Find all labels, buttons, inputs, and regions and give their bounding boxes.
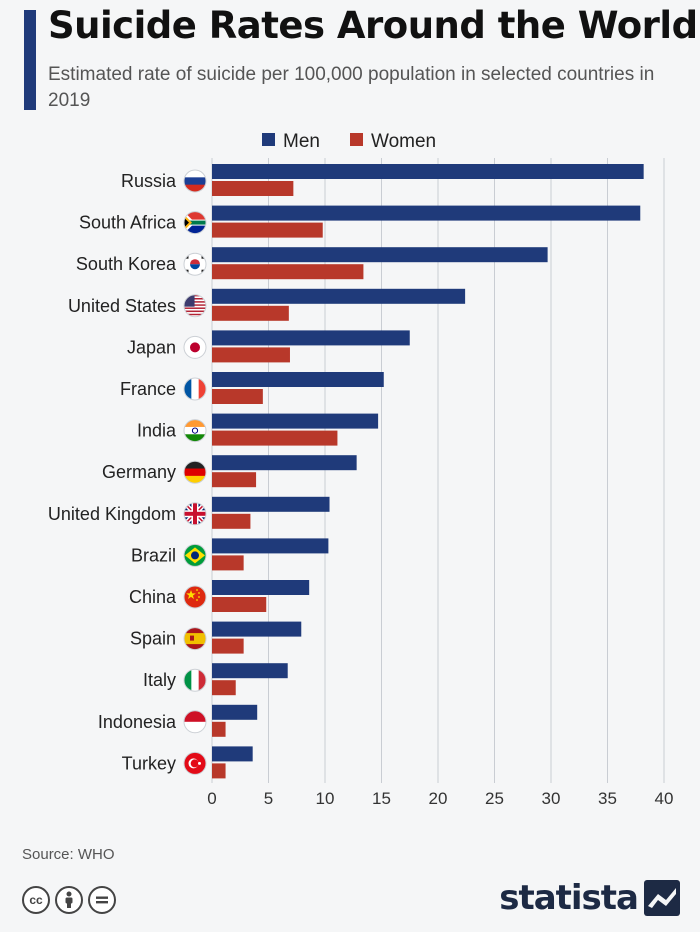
bar-men-united-states [212,288,466,304]
china-flag-icon [183,585,207,609]
category-label-south-korea: South Korea [76,254,177,274]
statista-logo[interactable]: statista [499,878,680,918]
bar-men-japan [212,330,410,346]
italy-flag-icon [183,668,207,692]
category-label-united-states: United States [68,296,176,316]
category-labels: Russia South Africa South Korea United Stat… [48,171,177,773]
x-tick-label: 5 [264,789,273,808]
category-label-brazil: Brazil [131,545,176,565]
bar-women-russia [212,181,294,196]
bar-men-indonesia [212,704,258,720]
bar-men-india [212,413,379,429]
category-label-france: France [120,379,176,399]
bar-women-south-korea [212,264,364,280]
bar-women-spain [212,638,244,654]
legend-label-men: Men [283,131,320,152]
legend-label-women: Women [371,131,436,152]
bar-men-south-korea [212,247,548,263]
x-axis-ticks: 0 5 10 15 20 25 30 35 40 [207,789,673,808]
bar-men-united-kingdom [212,496,330,512]
france-flag-icon [183,377,207,401]
bar-women-united-kingdom [212,513,251,529]
bar-men-italy [212,663,288,679]
turkey-flag-icon [183,751,207,775]
x-tick-label: 40 [655,789,674,808]
bar-women-france [212,389,263,404]
statista-logo-icon [644,880,680,916]
x-tick-label: 20 [429,789,448,808]
brazil-flag-icon [183,543,207,567]
bar-men-germany [212,455,357,471]
category-label-turkey: Turkey [122,753,176,773]
x-tick-label: 15 [372,789,391,808]
attribution-icon[interactable] [55,886,83,914]
bar-chart: Men Women Russia South Africa South Korea Un… [48,131,674,808]
x-tick-label: 30 [542,789,561,808]
category-label-russia: Russia [121,171,177,191]
south-africa-flag-icon [183,211,207,235]
page-title: Suicide Rates Around the World [48,4,698,47]
flags [183,169,207,775]
bars [212,164,644,779]
bar-women-south-africa [212,222,323,238]
category-label-india: India [137,421,177,441]
x-tick-label: 25 [485,789,504,808]
bar-women-germany [212,472,257,488]
united-states-flag-icon [183,294,207,318]
bar-men-russia [212,164,644,179]
russia-flag-icon [183,169,207,193]
bar-men-turkey [212,746,253,762]
category-label-china: China [129,587,177,607]
x-tick-label: 0 [207,789,216,808]
bar-men-brazil [212,538,329,554]
legend-swatch-men [262,133,275,146]
category-label-japan: Japan [127,337,176,357]
legend-swatch-women [350,133,363,146]
bar-men-spain [212,621,302,637]
accent-bar [24,10,36,110]
no-derivatives-icon[interactable] [88,886,116,914]
united-kingdom-flag-icon [183,502,207,526]
bar-women-india [212,430,338,446]
india-flag-icon [183,419,207,443]
source-note: Source: WHO [22,846,115,863]
x-tick-label: 35 [598,789,617,808]
category-label-south-africa: South Africa [79,213,177,233]
category-label-germany: Germany [102,462,176,482]
bar-women-china [212,597,267,612]
bar-women-turkey [212,763,226,779]
license-icons: cc [22,886,116,914]
bar-women-indonesia [212,721,226,737]
bar-men-china [212,580,310,595]
spain-flag-icon [183,627,207,651]
category-label-united-kingdom: United Kingdom [48,504,176,524]
indonesia-flag-icon [183,710,207,734]
bar-women-brazil [212,555,244,571]
category-label-spain: Spain [130,629,176,649]
germany-flag-icon [183,460,207,484]
category-label-italy: Italy [143,670,176,690]
creative-commons-icon[interactable]: cc [22,886,50,914]
south-korea-flag-icon [183,252,207,276]
bar-women-italy [212,680,236,696]
legend: Men Women [262,131,436,152]
bar-women-japan [212,347,290,363]
brand-name: statista [499,878,639,918]
bar-men-france [212,372,384,387]
bar-women-united-states [212,305,289,321]
x-tick-label: 10 [316,789,335,808]
bar-men-south-africa [212,205,641,221]
chart-subtitle: Estimated rate of suicide per 100,000 po… [48,64,655,111]
japan-flag-icon [183,335,207,359]
category-label-indonesia: Indonesia [98,712,177,732]
